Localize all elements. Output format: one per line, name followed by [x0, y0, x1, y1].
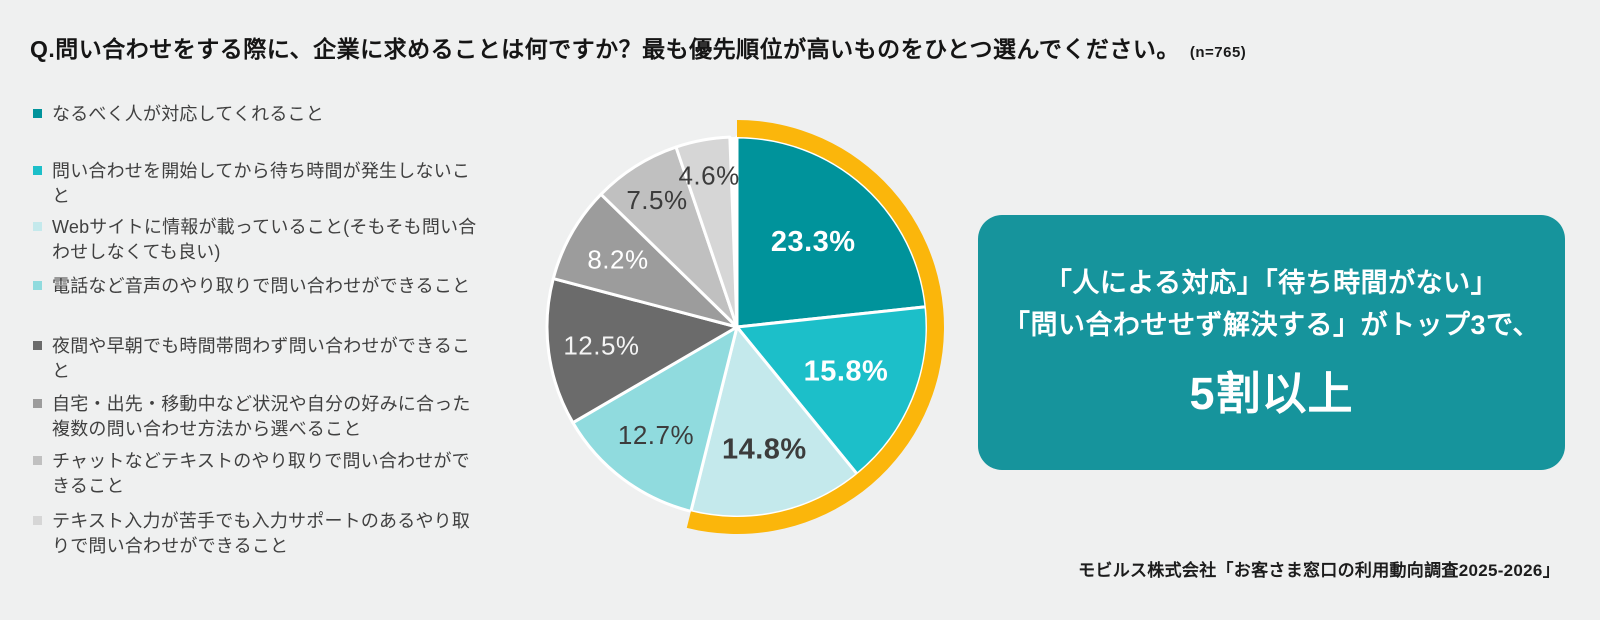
pie-slice-label: 8.2%	[587, 245, 648, 275]
legend-item: Webサイトに情報が載っていること(そもそも問い合わせしなくても良い)	[33, 215, 485, 265]
pie-chart: 23.3% 15.8% 14.8% 12.7% 12.5% 8.2% 7.5%4.6%	[545, 120, 945, 534]
legend-label: 問い合わせを開始してから待ち時間が発生しないこと	[52, 161, 471, 206]
legend-bullet	[33, 399, 42, 408]
pie-slice-label: 12.5%	[563, 330, 639, 360]
legend-bullet	[33, 109, 42, 118]
legend-bullet	[33, 281, 42, 290]
legend: なるべく人が対応してくれること問い合わせを開始してから待ち時間が発生しないこと W…	[33, 102, 485, 572]
legend-label: テキスト入力が苦手でも入力サポートのあるやり取りで問い合わせができること	[52, 511, 471, 556]
pie-slice	[551, 192, 739, 329]
legend-bullet	[33, 456, 42, 465]
legend-item: 問い合わせを開始してから待ち時間が発生しないこと	[33, 159, 485, 209]
pie-slice-label: 15.8%	[804, 356, 889, 388]
pie-slice-label: 4.6%	[678, 161, 739, 191]
legend-bullet	[33, 516, 42, 525]
legend-item: チャットなどテキストのやり取りで問い合わせができること	[33, 449, 485, 499]
legend-label: 自宅・出先・移動中など状況や自分の好みに合った複数の問い合わせ方法から選べること	[52, 394, 471, 439]
legend-label: Webサイトに情報が載っていること(そもそも問い合わせしなくても良い)	[52, 217, 477, 262]
sample-size: (n=765)	[1189, 44, 1247, 61]
source-attribution: モビルス株式会社「お客さま窓口の利用動向調査2025-2026」	[1078, 561, 1560, 580]
pie-slice-label: 7.5%	[626, 185, 687, 215]
pie-slice-label: 23.3%	[771, 226, 856, 258]
legend-label: なるべく人が対応してくれること	[52, 104, 324, 124]
pie-slice	[571, 325, 739, 513]
callout-emphasis: 5割以上	[1189, 367, 1354, 419]
question-text: Q.問い合わせをする際に、企業に求めることは何ですか？最も優先順位が高いものをひ…	[30, 36, 1180, 62]
pie-slice	[735, 305, 929, 476]
summary-callout: 「人による対応」「待ち時間がない」 「問い合わせせず解決する」がトップ3で、 5…	[978, 215, 1565, 470]
pie-slice-label: 12.7%	[618, 420, 694, 450]
pie-chart-container: 23.3% 15.8% 14.8% 12.7% 12.5% 8.2% 7.5% 4.6%	[525, 115, 949, 539]
legend-label: チャットなどテキストのやり取りで問い合わせができること	[52, 451, 470, 496]
legend-bullet	[33, 341, 42, 350]
legend-item: 夜間や早朝でも時間帯問わず問い合わせができること	[33, 334, 485, 384]
pie-slice-label: 14.8%	[722, 433, 807, 465]
legend-item: 電話など音声のやり取りで問い合わせができること	[33, 274, 485, 299]
callout-line-1: 「人による対応」「待ち時間がない」	[1044, 268, 1499, 299]
legend-bullet	[33, 166, 42, 175]
legend-label: 電話など音声のやり取りで問い合わせができること	[52, 276, 471, 296]
legend-item: 自宅・出先・移動中など状況や自分の好みに合った複数の問い合わせ方法から選べること	[33, 392, 485, 442]
legend-label: 夜間や早朝でも時間帯問わず問い合わせができること	[52, 336, 471, 381]
survey-question-title: Q.問い合わせをする際に、企業に求めることは何ですか？最も優先順位が高いものをひ…	[30, 30, 1550, 64]
pie-slice	[735, 135, 928, 329]
legend-item: なるべく人が対応してくれること	[33, 102, 485, 127]
callout-line-2: 「問い合わせせず解決する」がトップ3で、	[1003, 310, 1540, 340]
legend-bullet	[33, 222, 42, 231]
pie-slice	[674, 135, 739, 329]
legend-item: テキスト入力が苦手でも入力サポートのあるやり取りで問い合わせができること	[33, 509, 485, 559]
